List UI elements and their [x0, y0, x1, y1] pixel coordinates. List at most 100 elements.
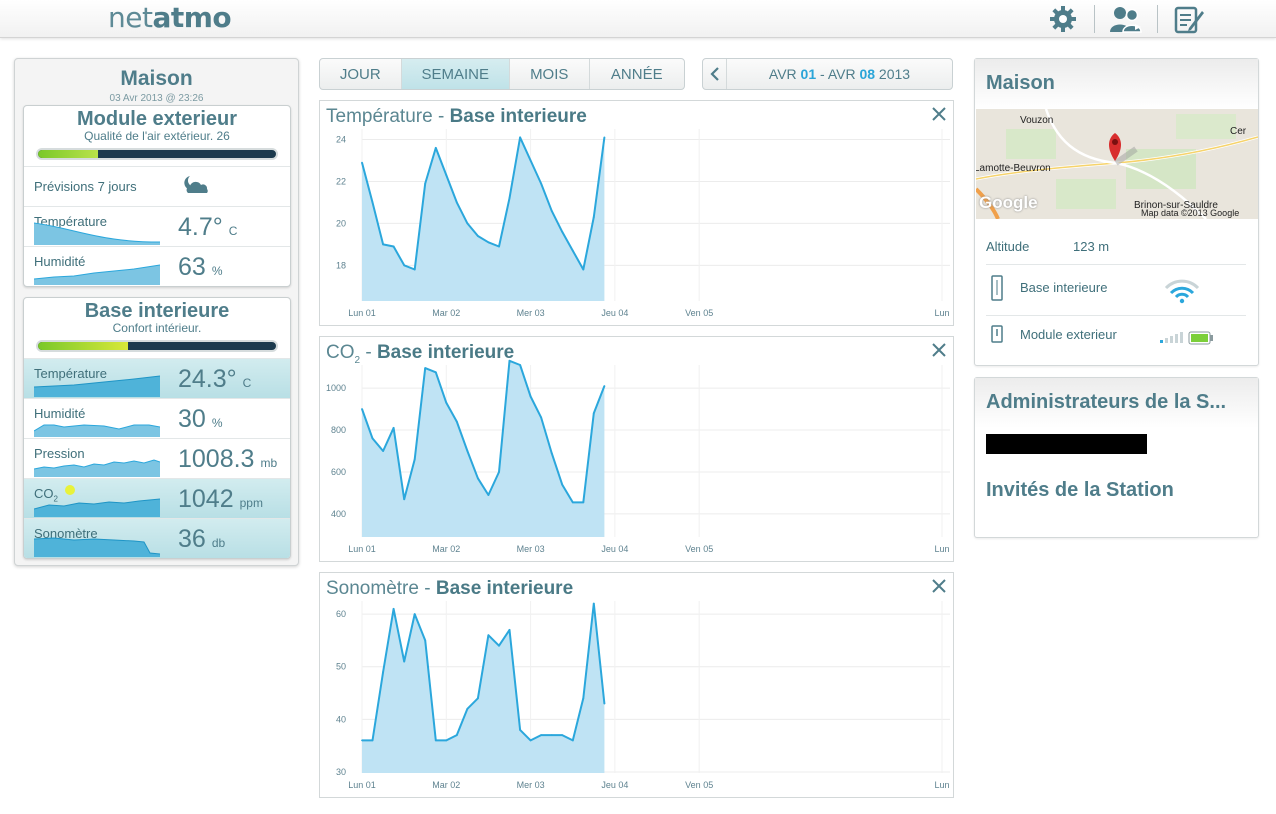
y-tick-label: 20 — [336, 218, 346, 228]
chart-title-station: Base interieure — [449, 106, 587, 127]
data-point — [371, 739, 374, 742]
x-tick-label: Lun 01 — [348, 544, 376, 554]
station-info-panel: Maison Vouzon Cer Lamotte-Beuvron Brinon… — [974, 58, 1259, 366]
data-point — [508, 197, 511, 200]
data-point — [592, 216, 595, 218]
data-point — [382, 243, 384, 246]
moon-cloud-icon — [184, 176, 208, 193]
data-point — [382, 671, 384, 673]
data-point — [550, 734, 553, 736]
indoor-humidity-value: 30% — [178, 405, 222, 434]
data-point — [550, 452, 553, 454]
data-point — [477, 697, 479, 700]
indoor-humidity-sparkline — [34, 424, 160, 437]
series-line — [362, 602, 606, 742]
indoor-module-card[interactable]: Base interieure Confort intérieur. Tempé… — [23, 297, 291, 559]
data-point — [582, 501, 585, 504]
indoor-temperature-value: 24.3° C — [178, 365, 251, 394]
indoor-temperature-row[interactable]: Température 24.3° C — [24, 358, 290, 398]
outdoor-temperature-value: 4.7° C — [178, 213, 237, 242]
altitude-value: 123 m — [1073, 239, 1110, 254]
data-point — [529, 159, 532, 162]
date-separator: - — [820, 66, 825, 82]
data-point — [561, 483, 564, 486]
map-attribution: Map data ©2013 Google — [1141, 208, 1240, 218]
data-point — [424, 639, 427, 642]
close-icon[interactable] — [931, 106, 947, 127]
outdoor-module-card[interactable]: Module exterieur Qualité de l'air extéri… — [23, 105, 291, 287]
last-update-date: 03 Avr 2013 @ 23:26 — [109, 93, 204, 104]
outdoor-humidity-row[interactable]: Humidité 63% — [24, 246, 290, 286]
outdoor-humidity-number: 63 — [178, 253, 206, 281]
close-icon[interactable] — [931, 578, 947, 599]
series-area — [362, 137, 605, 301]
data-point — [466, 222, 469, 225]
header-separator — [1157, 5, 1158, 33]
y-tick-label: 1000 — [326, 383, 346, 393]
map-label: Vouzon — [1020, 115, 1054, 126]
notes-icon[interactable] — [1172, 3, 1206, 35]
data-point — [371, 437, 374, 440]
y-tick-label: 18 — [336, 260, 346, 270]
indoor-temperature-number: 24.3° — [178, 365, 237, 393]
sound-unit: db — [211, 536, 226, 550]
data-point — [487, 634, 490, 637]
series-line — [361, 359, 606, 504]
x-tick-label: Mer 03 — [517, 308, 545, 318]
data-point — [498, 245, 500, 248]
users-icon[interactable] — [1109, 3, 1143, 35]
device-base-interieure[interactable]: Base interieure — [1020, 280, 1108, 295]
data-point — [455, 201, 458, 204]
co2-chart-title: CO2 - Base interieure — [326, 342, 514, 366]
station-info-header — [975, 59, 1258, 109]
chevron-left-icon[interactable] — [703, 59, 727, 89]
co2-row[interactable]: CO2 1042 ppm — [24, 478, 290, 518]
admins-header — [975, 378, 1258, 428]
y-tick-label: 400 — [331, 509, 346, 519]
location-map[interactable]: Vouzon Cer Lamotte-Beuvron Brinon-sur-Sa… — [976, 109, 1258, 219]
data-point — [571, 739, 574, 742]
close-icon[interactable] — [931, 342, 947, 363]
x-tick-label: Mar 02 — [432, 544, 460, 554]
temperature-chart-panel: 24 22 20 18 Lun 01 Mar 02 Mer 03 Jeu 04 Ven 05 Lu… — [319, 100, 954, 326]
outdoor-humidity-value: 63% — [178, 253, 222, 282]
data-point — [413, 268, 416, 271]
tab-annee[interactable]: ANNÉE — [610, 65, 663, 83]
gear-icon[interactable] — [1046, 3, 1080, 35]
date-end-month: AVR — [827, 66, 856, 82]
top-bar: netatmo — [0, 0, 1276, 38]
outdoor-humidity-unit: % — [211, 264, 223, 278]
altitude-label: Altitude — [986, 239, 1030, 254]
tab-mois[interactable]: MOIS — [510, 59, 590, 89]
station-title: Maison — [120, 67, 193, 90]
chart-title-separator: - — [432, 106, 450, 127]
pressure-row[interactable]: Pression 1008.3 mb — [24, 438, 290, 478]
data-point — [434, 147, 437, 149]
co2-alert-dot-icon — [65, 485, 75, 495]
admins-title: Administrateurs de la S... — [986, 391, 1227, 413]
outdoor-temperature-row[interactable]: Température 4.7° C — [24, 206, 290, 246]
map-label: Lamotte-Beuvron — [976, 163, 1051, 174]
outdoor-humidity-sparkline — [34, 264, 160, 285]
device-module-exterieur[interactable]: Module exterieur — [1020, 327, 1117, 342]
date-range-text: AVR 01 - AVR 08 2013 — [727, 66, 952, 82]
sound-row[interactable]: Sonomètre 36 db — [24, 518, 290, 558]
pressure-sparkline — [34, 459, 160, 477]
data-point — [361, 739, 363, 742]
data-point — [582, 697, 585, 700]
pressure-label: Pression — [34, 446, 85, 461]
tab-jour[interactable]: JOUR — [320, 59, 402, 89]
data-point — [603, 136, 606, 139]
forecast-row[interactable]: Prévisions 7 jours — [24, 166, 290, 206]
tab-semaine[interactable]: SEMAINE — [401, 59, 510, 89]
series-area — [362, 603, 605, 773]
data-point — [582, 268, 585, 271]
data-point — [529, 739, 532, 742]
indoor-humidity-row[interactable]: Humidité 30% — [24, 398, 290, 438]
guests-title: Invités de la Station — [986, 479, 1174, 501]
data-point — [455, 734, 458, 736]
data-point — [519, 136, 521, 139]
netatmo-logo[interactable]: netatmo — [108, 1, 232, 34]
date-range-selector[interactable]: AVR 01 - AVR 08 2013 — [702, 58, 953, 90]
date-year: 2013 — [878, 66, 911, 82]
